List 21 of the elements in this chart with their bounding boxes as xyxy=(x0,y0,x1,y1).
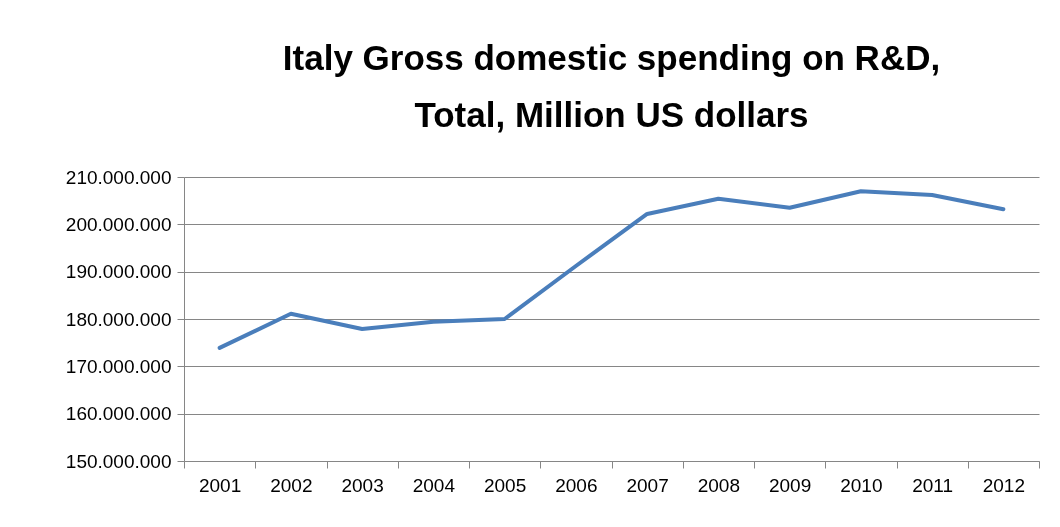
y-tick-label: 180.000.000 xyxy=(65,308,172,330)
x-tick-label: 2010 xyxy=(840,474,883,496)
y-tick-label: 210.000.000 xyxy=(65,166,172,188)
x-tick-label: 2005 xyxy=(483,474,527,496)
x-tick-label: 2009 xyxy=(768,474,812,496)
x-tick-label: 2006 xyxy=(555,474,598,496)
y-tick-label: 170.000.000 xyxy=(65,355,172,377)
x-tick-label: 2011 xyxy=(912,474,954,496)
x-tick-label: 2003 xyxy=(341,474,384,496)
line-series xyxy=(217,189,1006,350)
x-tick-label: 2007 xyxy=(626,474,669,496)
y-tick-label: 200.000.000 xyxy=(65,213,172,235)
y-tick-label: 160.000.000 xyxy=(65,403,172,425)
x-tick-label: 2004 xyxy=(412,474,456,496)
x-tick-label: 2002 xyxy=(270,474,313,496)
x-tick-label: 2012 xyxy=(982,474,1026,496)
y-tick-label: 190.000.000 xyxy=(65,261,172,283)
y-tick-label: 150.000.000 xyxy=(65,450,172,472)
chart-title: Italy Gross domestic spending on R&D, Total, Million US dollars xyxy=(282,38,941,134)
x-tick-label: 2001 xyxy=(198,474,242,496)
x-tick-label: 2008 xyxy=(697,474,741,496)
